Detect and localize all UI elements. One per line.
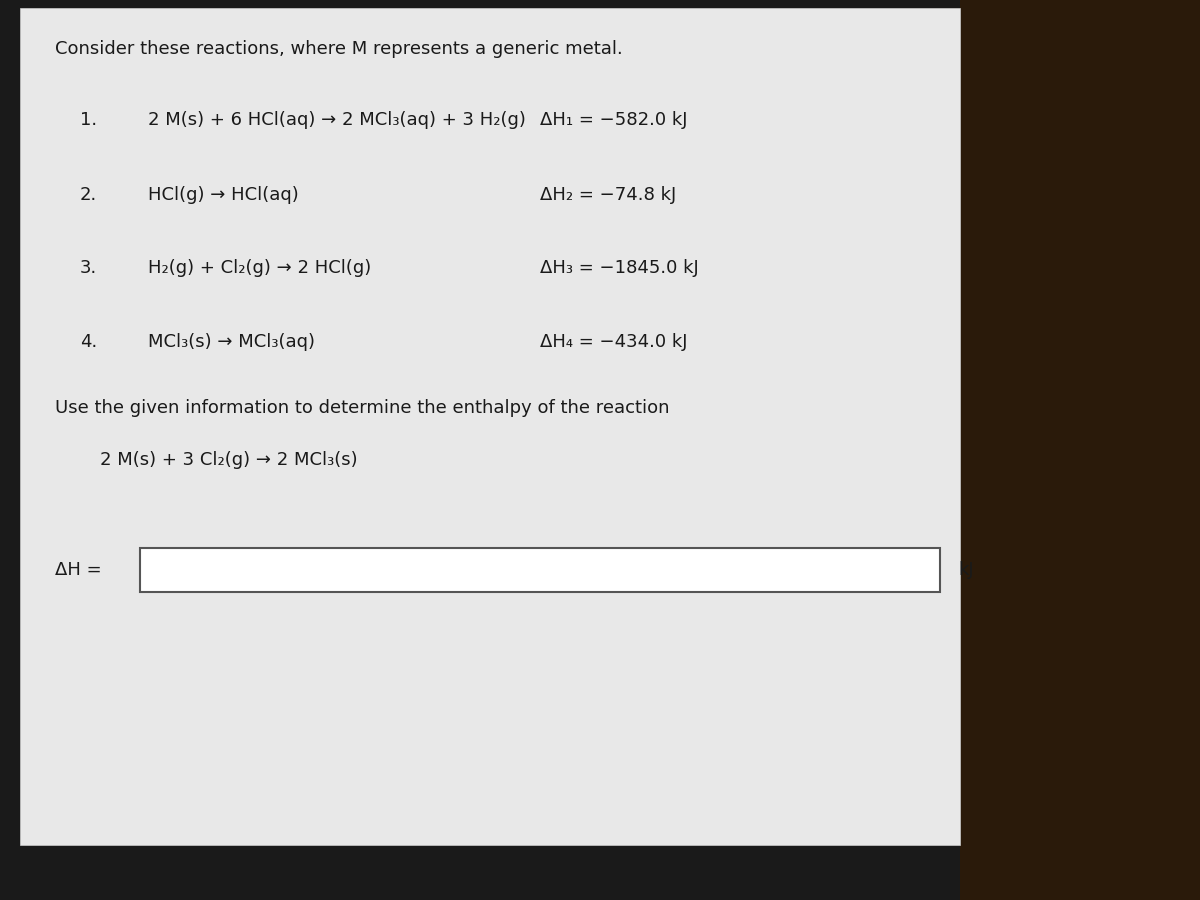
Bar: [20, 8, 960, 845]
Text: ΔH₃ = −1845.0 kJ: ΔH₃ = −1845.0 kJ: [540, 259, 698, 277]
Text: 2 M(s) + 6 HCl(aq) → 2 MCl₃(aq) + 3 H₂(g): 2 M(s) + 6 HCl(aq) → 2 MCl₃(aq) + 3 H₂(g…: [148, 111, 526, 129]
Text: 2.: 2.: [80, 186, 97, 204]
Text: ΔH₄ = −434.0 kJ: ΔH₄ = −434.0 kJ: [540, 333, 688, 351]
Text: 2 M(s) + 3 Cl₂(g) → 2 MCl₃(s): 2 M(s) + 3 Cl₂(g) → 2 MCl₃(s): [100, 451, 358, 469]
Text: ΔH =: ΔH =: [55, 561, 102, 579]
Text: 1.: 1.: [80, 111, 97, 129]
Text: ΔH₂ = −74.8 kJ: ΔH₂ = −74.8 kJ: [540, 186, 677, 204]
Text: HCl(g) → HCl(aq): HCl(g) → HCl(aq): [148, 186, 299, 204]
Bar: [960, 0, 1200, 900]
Bar: [140, 548, 940, 592]
Text: 3.: 3.: [80, 259, 97, 277]
Text: H₂(g) + Cl₂(g) → 2 HCl(g): H₂(g) + Cl₂(g) → 2 HCl(g): [148, 259, 371, 277]
Text: ΔH₁ = −582.0 kJ: ΔH₁ = −582.0 kJ: [540, 111, 688, 129]
Text: Consider these reactions, where M represents a generic metal.: Consider these reactions, where M repres…: [55, 40, 623, 58]
Text: 4.: 4.: [80, 333, 97, 351]
Text: kJ: kJ: [958, 561, 973, 579]
Text: MCl₃(s) → MCl₃(aq): MCl₃(s) → MCl₃(aq): [148, 333, 314, 351]
Text: Use the given information to determine the enthalpy of the reaction: Use the given information to determine t…: [55, 399, 670, 417]
